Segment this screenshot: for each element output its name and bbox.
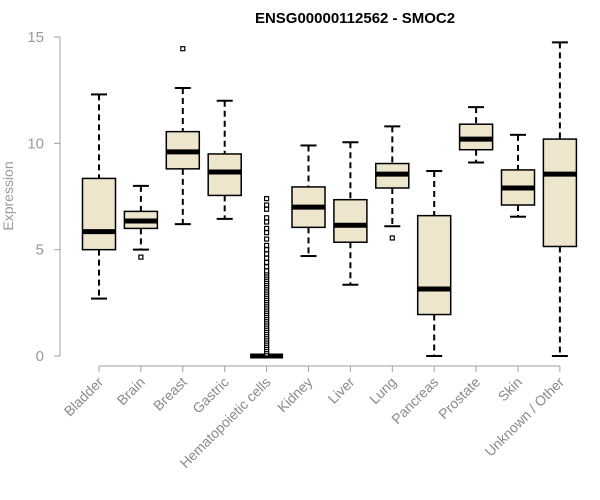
x-tick-label: Bladder [61,374,107,420]
box-breast [165,46,201,226]
outlier-point [264,206,270,212]
outlier-point [264,251,270,257]
box-prostate [458,106,494,164]
y-axis-label: Expression [0,161,16,230]
outlier-point [264,259,270,266]
box-brain [123,184,159,260]
outlier-point [264,230,270,236]
box-unknown-other [542,41,578,357]
box-skin [500,133,536,218]
box-kidney [291,144,326,258]
outlier-point [264,242,270,249]
outlier-point [389,235,395,241]
outlier-point [264,236,270,242]
y-tick-label: 15 [27,29,44,46]
x-tick-label: Pancreas [388,374,441,427]
box-bladder [81,93,117,300]
y-tick-label: 5 [36,242,44,259]
outlier-point [264,215,270,221]
x-tick-label: Prostate [435,374,483,422]
chart-title: ENSG00000112562 - SMOC2 [255,10,455,27]
x-tick-label: Breast [150,374,190,414]
outlier-point [264,264,270,270]
iqr-box [333,198,368,243]
iqr-box [542,138,578,248]
x-tick-label: Liver [325,374,358,407]
box-lung [375,125,410,241]
x-tick-label: Unknown / Other [481,374,567,460]
x-tick-label: Kidney [274,374,316,416]
outlier-point [264,196,270,202]
outlier-point [264,202,270,208]
outlier-point [264,255,270,261]
y-tick-label: 0 [36,348,44,365]
outlier-point [264,219,270,225]
iqr-box [81,177,117,251]
box-pancreas [416,169,452,357]
box-hematopoietic-cells [250,196,284,359]
outlier-point [264,225,270,231]
outlier-point [138,254,144,260]
outlier-point [180,46,186,52]
outlier-point [264,247,270,253]
outlier-point [264,268,270,274]
x-tick-label: Lung [366,374,399,407]
y-axis: 0 5 10 15 [27,29,61,365]
box-gastric [207,99,242,220]
y-tick-label: 10 [27,135,44,152]
iqr-box [207,153,242,197]
boxes [81,41,578,359]
iqr-box [416,214,452,316]
x-tick-label: Skin [495,374,526,405]
box-liver [333,141,368,286]
x-tick-label: Brain [114,374,148,408]
